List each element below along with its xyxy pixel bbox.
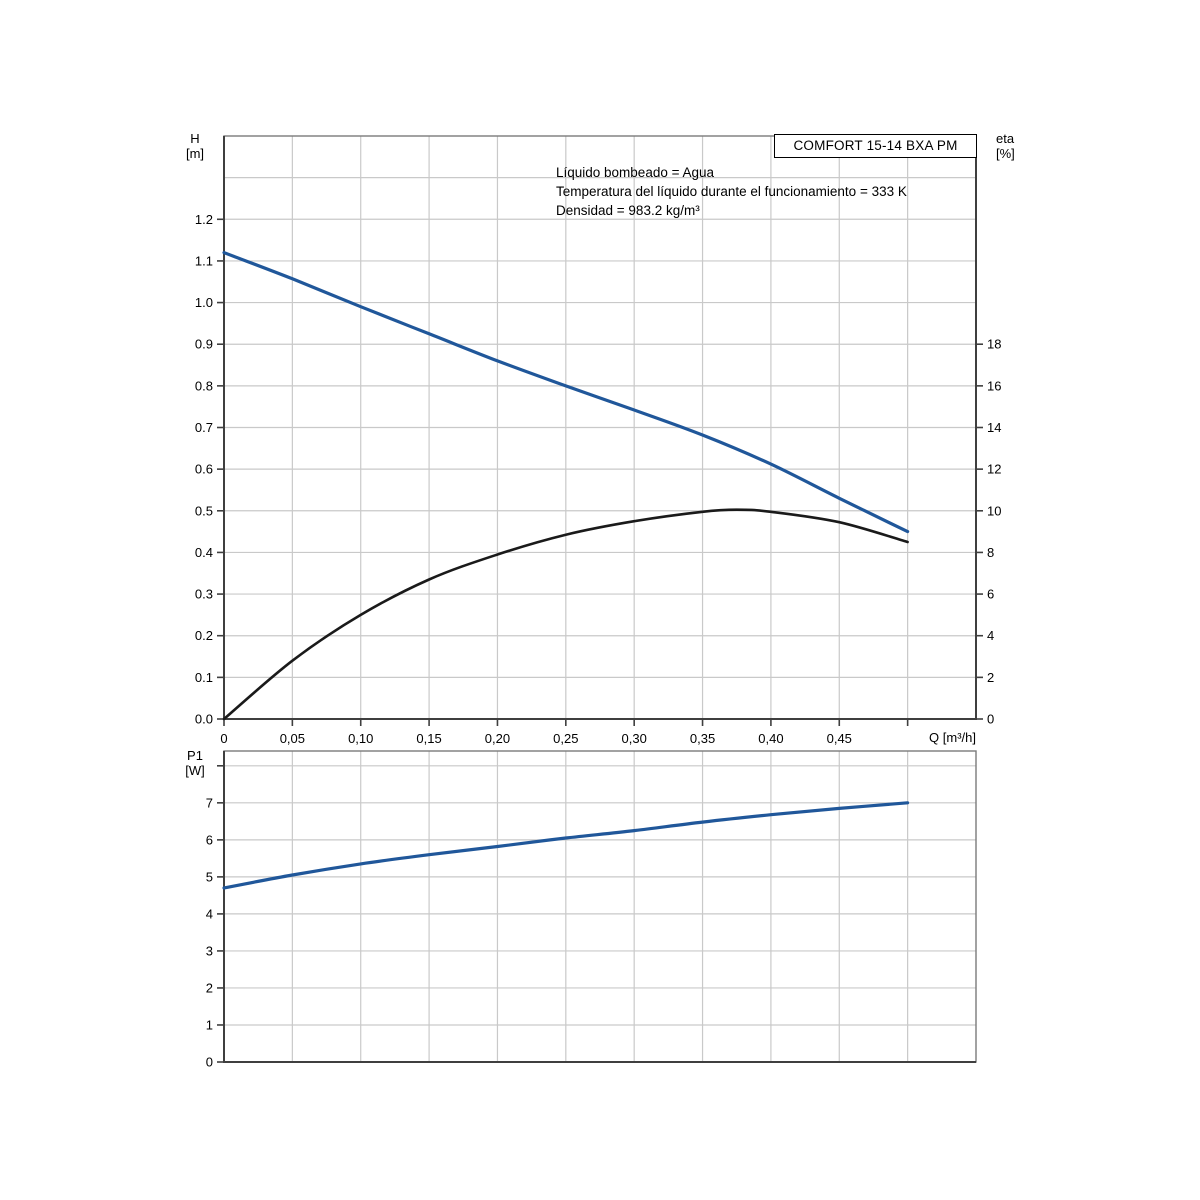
y-tick-label-right: 16 <box>987 378 1001 393</box>
x-tick-label: 0,30 <box>622 731 647 746</box>
pump-model-title-box: COMFORT 15-14 BXA PM <box>774 134 977 158</box>
y-tick-label-right: 6 <box>987 587 994 602</box>
x-tick-label: 0,40 <box>758 731 783 746</box>
y-tick-label-left: 0.7 <box>195 420 213 435</box>
tick-labels: 0.0 0.1 0.2 0.3 0.4 0.5 0.6 0.7 0.8 0.9 1.0 1.1 1.2 0… <box>195 212 1002 746</box>
x-tick-label: 0,25 <box>553 731 578 746</box>
h-unit-label: [m] <box>185 146 205 161</box>
p1-label: P1 <box>187 748 203 763</box>
h-label: H <box>190 131 200 146</box>
p1-unit-label: [W] <box>185 763 205 778</box>
curve-p1 <box>222 801 910 890</box>
annotation-liquid: Líquido bombeado = Agua <box>556 165 715 180</box>
y-tick-label-left: 1.0 <box>195 295 213 310</box>
axes <box>223 751 976 1063</box>
y-tick-label-left: 0.5 <box>195 503 213 518</box>
y-tick-label-left: 0.0 <box>195 712 213 727</box>
y-tick-label-right: 2 <box>987 670 994 685</box>
y-tick-label-right: 4 <box>987 628 994 643</box>
x-tick-label: 0,20 <box>485 731 510 746</box>
y-tick-label-left: 5 <box>206 869 213 884</box>
plot-frame <box>223 750 977 1063</box>
annotation-density: Densidad = 983.2 kg/m³ <box>556 203 700 218</box>
y-tick-label-left: 0.2 <box>195 628 213 643</box>
gridlines <box>224 136 976 719</box>
left-axis-title-p1: P1 [W] <box>176 748 214 778</box>
tick-marks <box>217 765 224 1063</box>
operating-conditions-annotation: Líquido bombeado = Agua Temperatura del … <box>556 163 907 220</box>
y-tick-label-left: 0.8 <box>195 378 213 393</box>
y-tick-label-right: 12 <box>987 462 1001 477</box>
y-tick-label-left: 0.4 <box>195 545 213 560</box>
x-tick-label: 0,15 <box>416 731 441 746</box>
y-tick-label-left: 1.2 <box>195 212 213 227</box>
y-tick-label-left: 3 <box>206 943 213 958</box>
curve-h <box>222 251 910 534</box>
y-tick-label-left: 0 <box>206 1055 213 1070</box>
left-axis-title-h: H [m] <box>176 131 214 161</box>
y-tick-label-right: 8 <box>987 545 994 560</box>
x-tick-label: 0,05 <box>280 731 305 746</box>
pump-model-label: COMFORT 15-14 BXA PM <box>793 138 958 153</box>
y-tick-label-left: 0.1 <box>195 670 213 685</box>
x-tick-label: 0,45 <box>827 731 852 746</box>
annotation-temperature: Temperatura del líquido durante el funci… <box>556 184 907 199</box>
x-axis-title-q: Q [m³/h] <box>929 730 976 745</box>
y-tick-label-right: 0 <box>987 712 994 727</box>
gridlines <box>224 751 976 1062</box>
right-axis-title-eta: eta [%] <box>996 131 1036 161</box>
y-tick-label-left: 1.1 <box>195 253 213 268</box>
y-tick-label-left: 0.9 <box>195 337 213 352</box>
y-tick-label-left: 4 <box>206 906 213 921</box>
y-tick-label-left: 0.3 <box>195 587 213 602</box>
y-tick-label-left: 7 <box>206 795 213 810</box>
y-tick-label-left: 6 <box>206 832 213 847</box>
y-tick-label-right: 10 <box>987 503 1001 518</box>
y-tick-label-left: 0.6 <box>195 462 213 477</box>
curve-eta <box>222 508 909 721</box>
y-tick-label-left: 1 <box>206 1017 213 1032</box>
tick-labels: 0 1 2 3 4 5 6 7 <box>206 795 213 1069</box>
y-tick-label-right: 14 <box>987 420 1001 435</box>
power-chart: 0 1 2 3 4 5 6 7 <box>206 750 977 1070</box>
x-tick-label: 0,35 <box>690 731 715 746</box>
eta-unit-label: [%] <box>996 146 1015 161</box>
y-tick-label-left: 2 <box>206 980 213 995</box>
y-tick-label-right: 18 <box>987 337 1001 352</box>
x-tick-label: 0,10 <box>348 731 373 746</box>
eta-label: eta <box>996 131 1015 146</box>
head-efficiency-chart: 0.0 0.1 0.2 0.3 0.4 0.5 0.6 0.7 0.8 0.9 1.0 1.1 1.2 0… <box>195 135 1002 746</box>
x-tick-label: 0 <box>220 731 227 746</box>
